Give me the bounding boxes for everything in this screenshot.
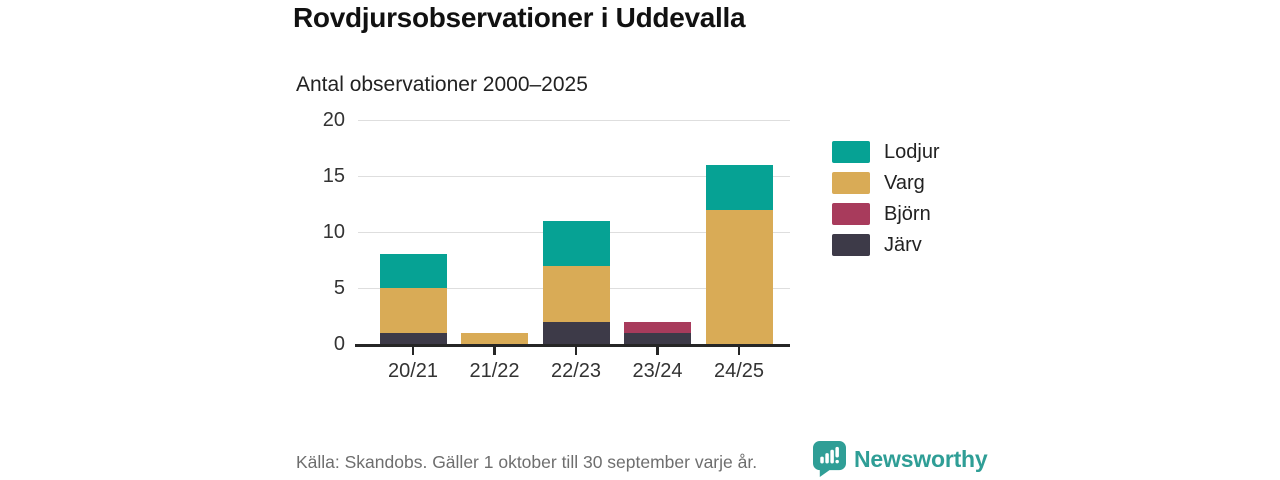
bar-segment <box>705 164 773 210</box>
bar <box>624 321 691 344</box>
x-axis-label: 23/24 <box>632 360 683 382</box>
y-axis-label: 20 <box>322 109 345 131</box>
x-axis-label: 20/21 <box>387 360 439 382</box>
bar-segment <box>624 321 691 333</box>
x-axis-label: 22/23 <box>550 360 602 382</box>
x-tick <box>493 347 496 355</box>
plot-area: 0 5 10 15 20 20/21 21/22 22/23 23/24 24/25 <box>323 109 790 382</box>
bar-segment <box>542 265 610 322</box>
bar <box>705 164 773 344</box>
x-axis-label: 21/22 <box>469 360 520 382</box>
y-axis-label: 15 <box>322 165 345 187</box>
legend-swatch <box>832 172 870 194</box>
x-tick <box>411 347 415 355</box>
legend-swatch <box>832 141 870 163</box>
bar-segment <box>379 332 447 344</box>
legend-label: Björn <box>884 202 931 225</box>
bar-segment <box>705 209 773 344</box>
x-tick <box>656 347 659 355</box>
bar-segment <box>379 254 447 289</box>
chart-subtitle: Antal observationer 2000–2025 <box>296 73 588 96</box>
bar <box>542 220 610 344</box>
legend-label: Lodjur <box>884 140 940 163</box>
bar-segment <box>624 332 691 344</box>
legend-item: Björn <box>832 203 940 225</box>
x-axis-label: 24/25 <box>713 360 765 382</box>
brand-name: Newsworthy <box>854 445 988 472</box>
gridline <box>358 120 790 121</box>
source-note: Källa: Skandobs. Gäller 1 oktober till 3… <box>296 452 758 472</box>
y-axis-label: 5 <box>333 277 345 299</box>
bar-segment <box>379 288 447 333</box>
bar-segment <box>542 321 610 344</box>
bar <box>461 332 528 344</box>
legend-item: Varg <box>832 172 940 194</box>
bar-segment <box>542 220 610 266</box>
legend-label: Varg <box>884 171 925 194</box>
legend-item: Järv <box>832 234 940 256</box>
legend-item: Lodjur <box>832 141 940 163</box>
legend-swatch <box>832 234 870 256</box>
x-axis-line <box>355 344 790 347</box>
bar-segment <box>461 332 528 344</box>
legend: Lodjur Varg Björn Järv <box>832 141 940 265</box>
chart-title: Rovdjursobservationer i Uddevalla <box>293 2 746 33</box>
brand: Newsworthy <box>813 441 988 477</box>
y-axis-label: 10 <box>322 221 345 243</box>
x-tick <box>737 347 741 355</box>
legend-swatch <box>832 203 870 225</box>
y-axis-label: 0 <box>333 333 345 355</box>
gridline <box>358 176 790 177</box>
legend-label: Järv <box>884 233 922 256</box>
x-tick <box>574 347 578 355</box>
bar <box>379 254 447 344</box>
newsworthy-logo-icon <box>813 441 846 477</box>
